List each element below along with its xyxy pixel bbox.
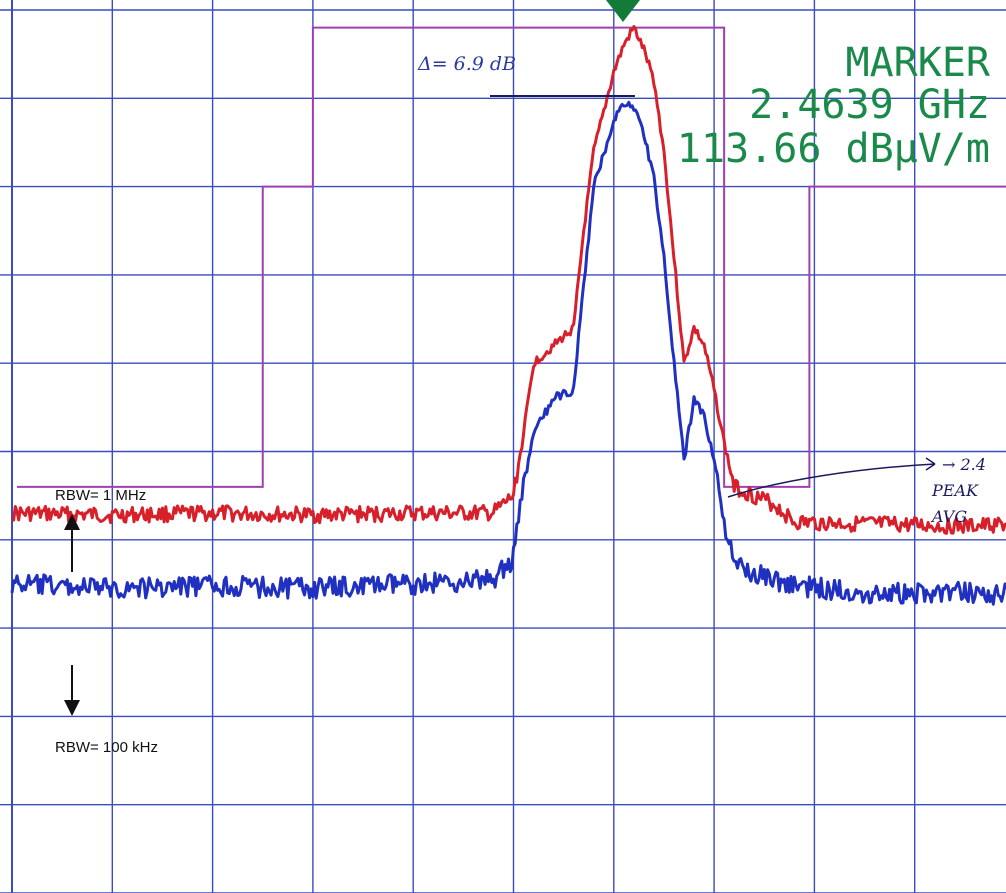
note-line-2: PEAK [931,481,979,500]
limit-mask-line [17,26,1006,488]
trace-rbw-100khz [10,100,1006,606]
delta-label: Δ= 6.9 dB [417,53,516,75]
arrow-down-icon [64,700,80,716]
rbw-lower-label: RBW= 100 kHz [55,739,158,756]
traces [10,25,1006,606]
trace-rbw-1mhz [11,25,1006,535]
note-arrow-head-icon [925,457,936,471]
marker-triangle-icon [606,0,640,22]
marker-title: MARKER [846,40,991,86]
limit-mask [17,26,1006,488]
note-line-1: → 2.4 [942,455,986,474]
note-arrow [727,463,936,498]
marker-level: 113.66 dBμV/m [677,126,990,172]
rbw-upper-label: RBW= 1 MHz [55,487,146,504]
arrow-up-icon [64,514,80,530]
note-line-3: AVG [930,507,967,526]
marker-frequency: 2.4639 GHz [749,82,990,128]
